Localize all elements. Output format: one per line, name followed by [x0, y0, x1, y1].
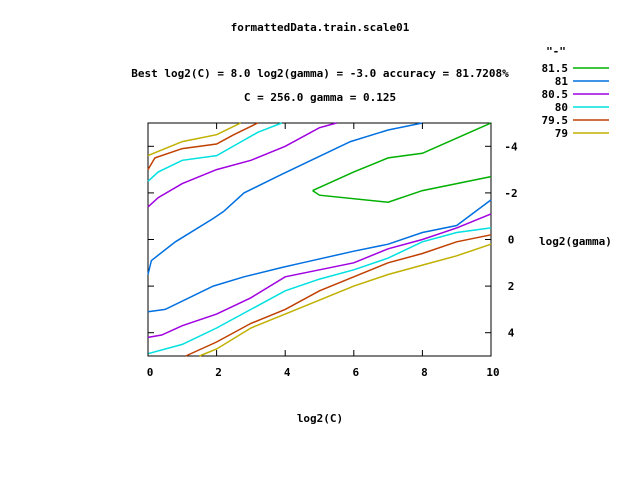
contour-line-81-5-seg1: [312, 122, 492, 192]
contour-line-79-5-seg1: [147, 122, 259, 170]
legend-label: 79.5: [542, 114, 569, 127]
contour-line-81-5-seg2: [312, 175, 492, 203]
legend-label: 81: [555, 75, 569, 88]
y-tick-label: -2: [504, 187, 517, 200]
legend-label: 81.5: [542, 62, 569, 75]
y-tick-label: 4: [508, 327, 515, 340]
y-tick-label: 0: [508, 234, 515, 247]
x-tick-label: 2: [215, 366, 222, 379]
contour-line-79-5-seg2: [185, 234, 492, 357]
chart-subtitle-params: C = 256.0 gamma = 0.125: [244, 91, 396, 104]
contour-line-79-seg2: [199, 243, 492, 357]
legend-label: 79: [555, 127, 568, 140]
contour-line-81-seg2: [147, 199, 492, 313]
contour-line-80-5-seg2: [147, 213, 492, 339]
y-tick-label: -4: [504, 140, 518, 153]
legend-label: 80: [555, 101, 568, 114]
contour-line-80-5-seg1: [147, 122, 337, 208]
legend-label: 80.5: [542, 88, 569, 101]
contour-line-81-seg1: [147, 122, 423, 275]
contour-line-79-seg1: [147, 122, 241, 157]
x-axis-ticks: 0 2 4 6 8 10: [147, 123, 500, 379]
x-tick-label: 6: [352, 366, 359, 379]
y-axis-label: log2(gamma): [539, 235, 612, 248]
x-tick-label: 8: [421, 366, 428, 379]
legend-title: "-": [546, 45, 566, 58]
x-tick-label: 4: [284, 366, 291, 379]
chart-title: formattedData.train.scale01: [231, 21, 410, 34]
chart-subtitle-best: Best log2(C) = 8.0 log2(gamma) = -3.0 ac…: [131, 67, 509, 80]
x-tick-label: 0: [147, 366, 154, 379]
contour-line-80-seg1: [147, 122, 283, 182]
series-layer: [147, 122, 492, 357]
x-tick-label: 10: [486, 366, 499, 379]
y-tick-label: 2: [508, 280, 515, 293]
y-axis-ticks: -4 -2 0 2 4: [148, 140, 518, 340]
contour-line-80-seg2: [147, 227, 492, 355]
x-axis-label: log2(C): [297, 412, 343, 425]
